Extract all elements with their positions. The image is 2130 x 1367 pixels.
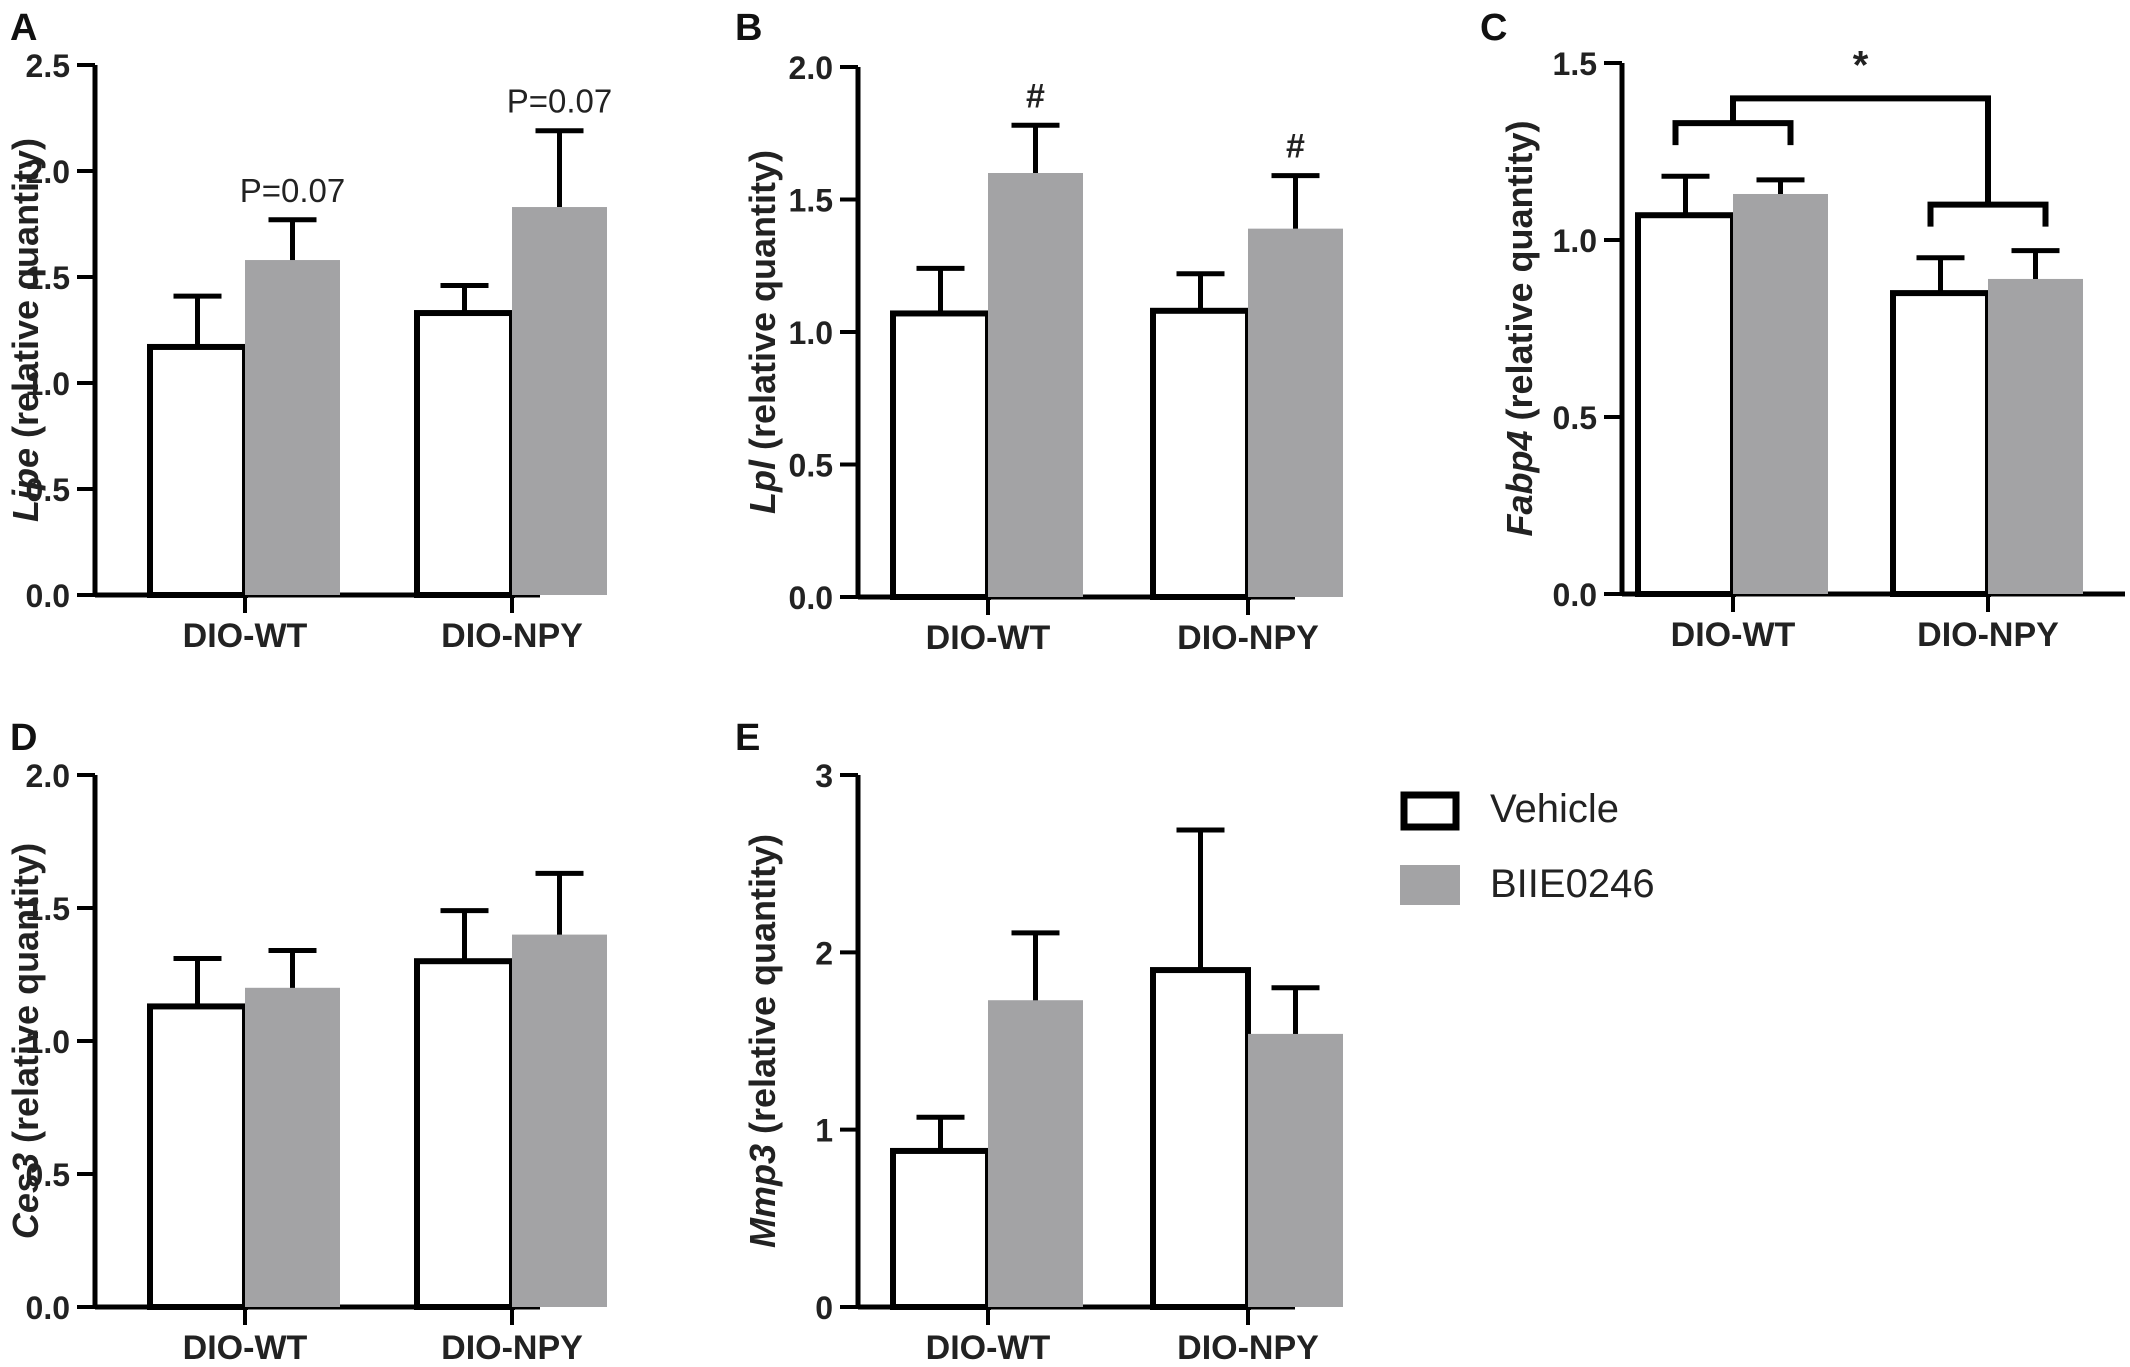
y-axis-gene: Ces3 xyxy=(5,1153,46,1239)
y-tick-label: 1.5 xyxy=(26,260,70,296)
bar-vehicle-dio-wt xyxy=(147,343,248,598)
y-axis-gene: Fabp4 xyxy=(1499,431,1540,537)
bar-vehicle-dio-wt xyxy=(890,310,991,600)
significance-annotation: # xyxy=(1026,77,1045,115)
y-axis-title: Mmp3 (relative quantity) xyxy=(742,834,783,1248)
y-axis-title: Lpl (relative quantity) xyxy=(742,150,783,514)
bar-biie0246-dio-wt xyxy=(245,987,340,1307)
bar-vehicle-dio-npy xyxy=(1890,290,1991,597)
y-tick-label: 0.5 xyxy=(26,1157,70,1193)
bar-vehicle-dio-wt xyxy=(147,1003,248,1310)
bracket-wt xyxy=(1672,120,1794,146)
x-tick-label: DIO-NPY xyxy=(1177,1329,1319,1367)
y-tick-label: 0.5 xyxy=(26,472,70,508)
y-axis-unit: (relative quantity) xyxy=(5,138,46,448)
y-tick-label: 3 xyxy=(815,758,833,794)
bar-vehicle-dio-wt xyxy=(890,1147,991,1310)
y-tick-label: 0.0 xyxy=(789,580,833,616)
legend-label-vehicle: Vehicle xyxy=(1490,787,1619,831)
y-tick-label: 1 xyxy=(815,1113,833,1149)
legend-swatch-vehicle xyxy=(1400,791,1460,831)
y-tick-label: 1.0 xyxy=(26,366,70,402)
x-tick-label: DIO-WT xyxy=(1671,616,1796,654)
significance-star: * xyxy=(1853,43,1869,87)
legend: Vehicle BIIE0246 xyxy=(1400,787,1655,906)
bar-biie0246-dio-npy xyxy=(512,207,607,596)
x-tick-label: DIO-WT xyxy=(183,617,308,655)
y-axis-title: Ces3 (relative quantity) xyxy=(5,843,46,1239)
bar-biie0246-dio-npy xyxy=(1248,228,1343,597)
y-tick-label: 0.0 xyxy=(26,1290,70,1326)
bar-biie0246-dio-wt xyxy=(1733,193,1828,595)
bar-vehicle-dio-npy xyxy=(414,958,515,1310)
x-tick-label: DIO-NPY xyxy=(441,1329,583,1367)
bar-biie0246-dio-npy xyxy=(1988,278,2083,594)
significance-annotation: P=0.07 xyxy=(240,172,346,209)
y-tick-label: 1.0 xyxy=(1553,223,1597,259)
bar-biie0246-dio-npy xyxy=(1248,1033,1343,1307)
y-tick-label: 0.5 xyxy=(1553,400,1597,436)
bracket-connector xyxy=(1730,95,1991,205)
y-tick-label: 0.0 xyxy=(26,578,70,614)
y-tick-label: 2.5 xyxy=(26,48,70,84)
panel-c: C 0.0 0.5 1.0 1.5 Fabp4 (relative quantity) DI… xyxy=(1480,7,2125,654)
y-axis-gene: Lpl xyxy=(742,459,783,514)
panel-letter: A xyxy=(10,7,37,49)
legend-label-biie0246: BIIE0246 xyxy=(1490,862,1655,906)
legend-swatch-biie0246 xyxy=(1400,865,1460,905)
y-tick-label: 1.5 xyxy=(26,891,70,927)
significance-annotation: P=0.07 xyxy=(507,83,613,120)
panel-letter: D xyxy=(10,717,37,759)
y-tick-label: 2.0 xyxy=(789,50,833,86)
x-tick-label: DIO-NPY xyxy=(1177,619,1319,657)
bar-vehicle-dio-npy xyxy=(1150,307,1251,600)
y-axis-unit: (relative quantity) xyxy=(1499,120,1540,430)
y-tick-label: 1.5 xyxy=(1553,46,1597,82)
y-axis-unit: (relative quantity) xyxy=(742,834,783,1144)
panel-letter: C xyxy=(1480,7,1507,49)
y-tick-label: 0 xyxy=(815,1290,833,1326)
bar-vehicle-dio-npy xyxy=(1150,967,1251,1310)
y-tick-label: 2.0 xyxy=(26,758,70,794)
panel-letter: B xyxy=(735,7,762,49)
y-tick-label: 1.5 xyxy=(789,183,833,219)
x-tick-label: DIO-NPY xyxy=(441,617,583,655)
panel-a: A 0.0 0.5 1.0 1.5 2.0 2.5 Lipe (relative quanti… xyxy=(5,7,612,655)
y-axis-gene: Lipe xyxy=(5,448,46,522)
y-tick-label: 2.0 xyxy=(26,154,70,190)
bar-vehicle-dio-npy xyxy=(414,310,515,598)
panel-b: B 0.0 0.5 1.0 1.5 2.0 Lpl (relative quantity) D… xyxy=(735,7,1343,657)
y-tick-label: 0.0 xyxy=(1553,577,1597,613)
bar-biie0246-dio-npy xyxy=(512,934,607,1307)
charts-container: A 0.0 0.5 1.0 1.5 2.0 2.5 Lipe (relative quanti… xyxy=(5,7,2125,1367)
y-tick-label: 2 xyxy=(815,935,833,971)
bar-biie0246-dio-wt xyxy=(245,260,340,595)
bracket-npy xyxy=(1927,201,2049,227)
y-axis-title: Lipe (relative quantity) xyxy=(5,138,46,522)
bar-biie0246-dio-wt xyxy=(988,1000,1083,1307)
bar-biie0246-dio-wt xyxy=(988,173,1083,597)
x-tick-label: DIO-NPY xyxy=(1917,616,2059,654)
x-tick-label: DIO-WT xyxy=(926,619,1051,657)
x-tick-label: DIO-WT xyxy=(183,1329,308,1367)
y-axis-title: Fabp4 (relative quantity) xyxy=(1499,120,1540,536)
x-tick-label: DIO-WT xyxy=(926,1329,1051,1367)
y-tick-label: 0.5 xyxy=(789,448,833,484)
bar-vehicle-dio-wt xyxy=(1635,212,1736,597)
significance-annotation: # xyxy=(1286,128,1305,166)
y-tick-label: 1.0 xyxy=(26,1024,70,1060)
y-axis-unit: (relative quantity) xyxy=(742,150,783,460)
panel-letter: E xyxy=(735,717,760,759)
y-tick-label: 1.0 xyxy=(789,315,833,351)
y-axis-unit: (relative quantity) xyxy=(5,843,46,1153)
panel-d: D 0.0 0.5 1.0 1.5 2.0 Ces3 (relative quantity)… xyxy=(5,717,607,1367)
y-axis-gene: Mmp3 xyxy=(742,1144,783,1248)
panel-e: E 0 1 2 3 Mmp3 (relative quantity) DIO-WT DIO-N… xyxy=(735,717,1343,1367)
